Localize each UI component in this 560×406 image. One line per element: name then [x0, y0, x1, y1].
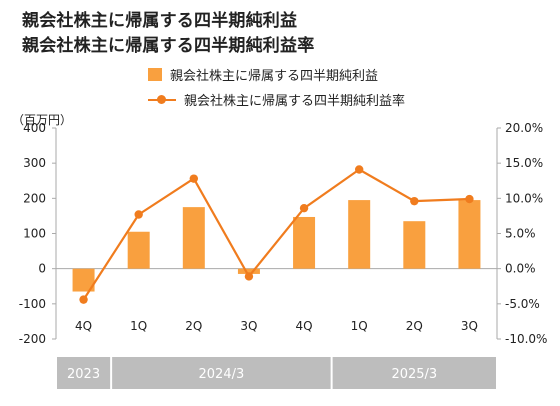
chart-title-line1: 親会社株主に帰属する四半期純利益	[22, 11, 298, 31]
category-label: 4Q	[296, 319, 313, 333]
left-axis-unit-label: （百万円）	[12, 113, 73, 127]
bar-mark	[348, 200, 371, 269]
category-label: 1Q	[130, 319, 147, 333]
bar-mark	[182, 207, 205, 269]
right-axis-tick-label: -5.0%	[505, 297, 540, 311]
bar-mark	[237, 268, 260, 274]
category-label: 3Q	[240, 319, 257, 333]
bar-mark	[458, 200, 481, 269]
bar-mark	[403, 221, 426, 269]
bar-mark	[127, 231, 150, 269]
rate-point	[354, 165, 364, 174]
category-label: 1Q	[351, 319, 368, 333]
period-band	[112, 357, 331, 389]
bar-mark	[72, 268, 95, 292]
category-label: 4Q	[75, 319, 92, 333]
legend-line-swatch-icon	[148, 94, 176, 106]
category-label: 3Q	[461, 319, 478, 333]
rate-point	[189, 174, 199, 183]
rate-series-line	[82, 168, 470, 301]
right-axis-tick-label: 0.0%	[505, 262, 536, 276]
left-axis-tick-label: 200	[23, 191, 46, 205]
left-axis-tick-label: -100	[19, 297, 46, 311]
legend-item-line: 親会社株主に帰属する四半期純利益率	[148, 90, 405, 109]
rate-point	[134, 210, 143, 219]
category-label: 2Q	[185, 319, 202, 333]
left-axis-tick-label: 100	[23, 227, 46, 241]
legend-bar-swatch-icon	[148, 68, 162, 81]
right-axis-tick-label: 20.0%	[505, 121, 543, 135]
legend-line-label: 親会社株主に帰属する四半期純利益率	[184, 94, 406, 109]
rate-point	[79, 295, 88, 304]
left-axis-tick-label: 400	[23, 121, 46, 135]
right-axis-tick-label: 10.0%	[505, 191, 543, 205]
right-axis-tick-label: -10.0%	[505, 332, 547, 346]
rate-point	[299, 203, 309, 213]
period-band	[57, 357, 111, 389]
period-label: 2024/3	[199, 367, 245, 382]
bar-mark	[293, 216, 316, 269]
category-label: 2Q	[406, 319, 423, 333]
period-label: 2023	[67, 367, 100, 382]
rate-point	[410, 196, 419, 206]
period-label: 2025/3	[391, 367, 437, 382]
right-axis-tick-label: 15.0%	[505, 156, 543, 170]
period-band	[332, 357, 496, 389]
left-axis-tick-label: -200	[19, 332, 46, 346]
legend-item-bar: 親会社株主に帰属する四半期純利益	[148, 65, 378, 84]
rate-point	[465, 194, 474, 204]
left-axis-tick-label: 0	[38, 262, 46, 276]
left-axis-tick-label: 300	[23, 156, 46, 170]
chart-title-line2: 親会社株主に帰属する四半期純利益率	[22, 36, 315, 56]
legend-bar-label: 親会社株主に帰属する四半期純利益	[170, 69, 379, 84]
right-axis-tick-label: 5.0%	[505, 227, 536, 241]
rate-point	[244, 272, 254, 281]
